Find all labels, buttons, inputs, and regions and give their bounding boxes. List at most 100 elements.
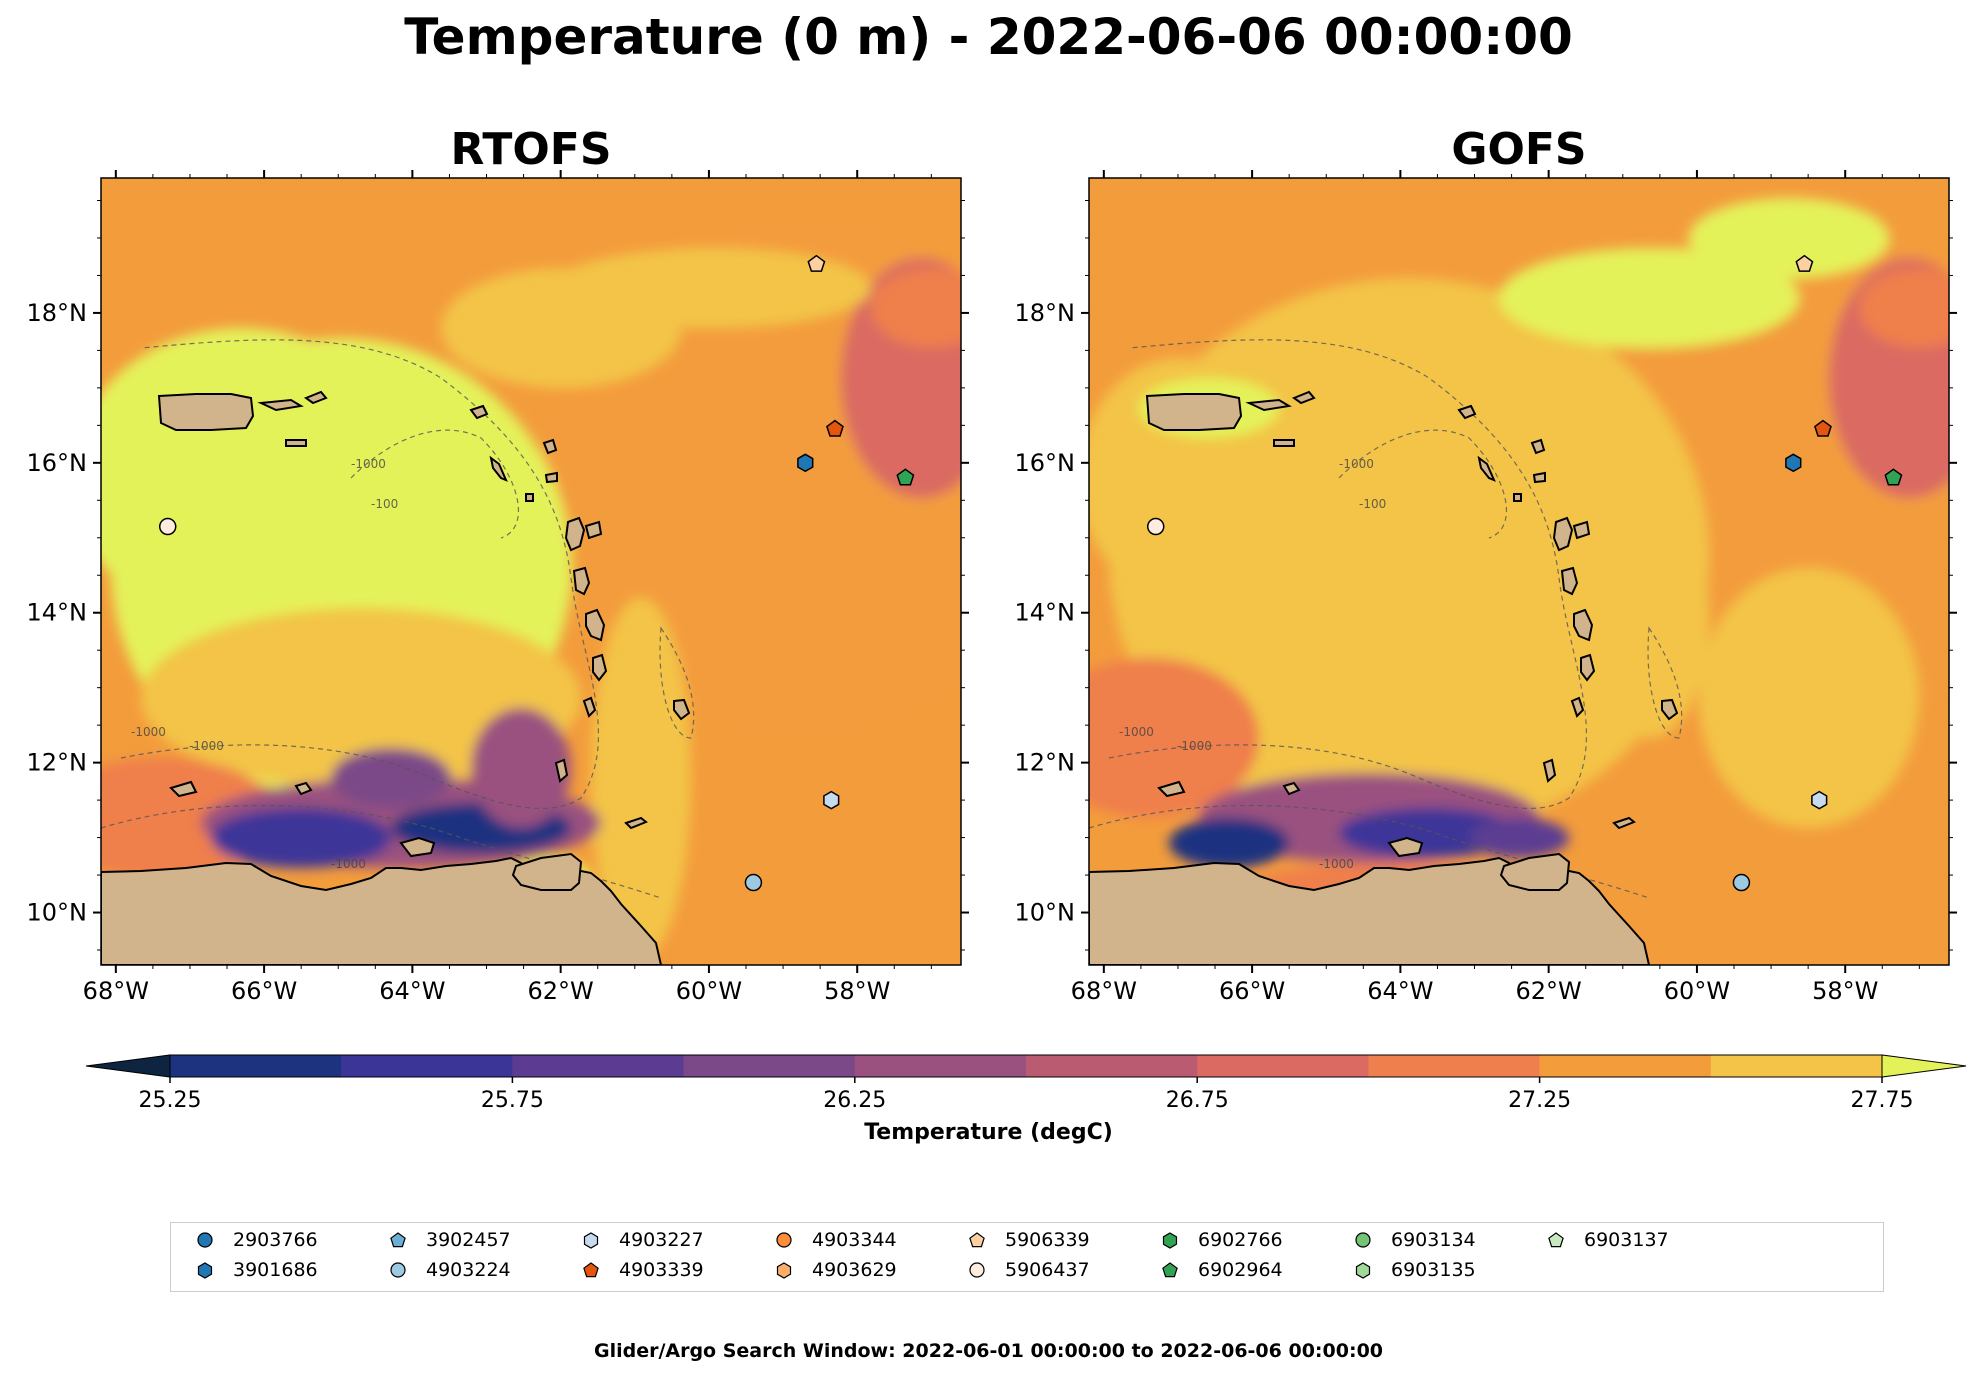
- lat-tick-label: 18°N: [1015, 299, 1076, 327]
- legend-label: 6903137: [1584, 1229, 1669, 1251]
- lon-tick-label: 64°W: [379, 977, 445, 1005]
- legend-marker-icon: [776, 1262, 792, 1279]
- colorbar: 25.25 25.75 26.25 26.75 27.25 27.75: [85, 1054, 1967, 1113]
- lon-tick-label: 68°W: [1071, 977, 1137, 1005]
- legend-marker-icon: [197, 1232, 213, 1248]
- legend-marker-icon: [583, 1232, 599, 1249]
- map-panel-rtofs: -1000 -1000 -1000 -100 -1000 68°W 66°W 64°W 62°W…: [27, 170, 969, 1005]
- float-marker-4903339: [826, 419, 844, 437]
- colorbar-segment: [1197, 1055, 1369, 1077]
- colorbar-label: Temperature (degC): [864, 1120, 1113, 1145]
- legend-marker-icon: [1162, 1262, 1178, 1278]
- map-frame: [1088, 177, 1950, 966]
- legend-item-4903224: 4903224: [388, 1259, 511, 1281]
- float-marker-3901686: [797, 453, 814, 473]
- lat-tick-label: 12°N: [1015, 749, 1076, 777]
- legend-item-5906437: 5906437: [967, 1259, 1090, 1281]
- float-marker-3901686: [1785, 453, 1802, 473]
- colorbar-tick-label: 27.75: [1851, 1088, 1914, 1113]
- legend-marker-icon: [197, 1262, 213, 1279]
- legend-label: 6902766: [1198, 1229, 1283, 1251]
- float-marker-4903227: [823, 790, 840, 810]
- lon-tick-label: 66°W: [231, 977, 297, 1005]
- float-marker-5906437: [158, 517, 177, 536]
- legend-label: 4903227: [619, 1229, 704, 1251]
- search-window-footer: Glider/Argo Search Window: 2022-06-01 00…: [593, 1340, 1384, 1362]
- legend-marker-icon: [1162, 1232, 1178, 1249]
- colorbar-tick-label: 26.25: [823, 1088, 886, 1113]
- legend-label: 6902964: [1198, 1259, 1283, 1281]
- float-marker-5906339: [807, 254, 826, 272]
- main-title: Temperature (0 m) - 2022-06-06 00:00:00: [404, 8, 1573, 66]
- lat-tick-label: 18°N: [27, 299, 88, 327]
- lon-tick-label: 60°W: [1664, 977, 1730, 1005]
- float-marker-4903227: [1811, 790, 1828, 810]
- float-marker-5906437: [1146, 517, 1165, 536]
- lat-tick-label: 10°N: [1015, 899, 1076, 927]
- colorbar-segment: [1026, 1055, 1198, 1077]
- legend-marker-icon: [390, 1262, 406, 1278]
- lon-tick-label: 62°W: [1516, 977, 1582, 1005]
- legend-label: 4903629: [812, 1259, 897, 1281]
- map-frame: [100, 177, 962, 966]
- colorbar-extend-low: [85, 1054, 171, 1078]
- legend-label: 2903766: [233, 1229, 318, 1251]
- lat-tick-label: 16°N: [27, 449, 88, 477]
- colorbar-segment: [341, 1055, 513, 1077]
- svg-text:-1000: -1000: [131, 725, 166, 739]
- lat-tick-label: 16°N: [1015, 449, 1076, 477]
- lat-tick-label: 14°N: [27, 599, 88, 627]
- legend-item-6902964: 6902964: [1160, 1259, 1283, 1281]
- float-legend: 2903766 3901686 3902457 4903224 4903227 49033…: [170, 1222, 1884, 1292]
- legend-item-4903227: 4903227: [581, 1229, 704, 1251]
- legend-item-3901686: 3901686: [195, 1259, 318, 1281]
- legend-label: 5906339: [1005, 1229, 1090, 1251]
- lon-tick-label: 68°W: [83, 977, 149, 1005]
- legend-label: 6903134: [1391, 1229, 1476, 1251]
- svg-text:-100: -100: [371, 497, 398, 511]
- svg-text:-1000: -1000: [351, 457, 386, 471]
- map-panel-gofs: -1000 -1000 -1000 -100 -1000 68°W 66°W 64°W 62°W…: [1015, 170, 1957, 1005]
- legend-item-5906339: 5906339: [967, 1229, 1090, 1251]
- float-marker-6902964: [1884, 468, 1903, 486]
- colorbar-segment: [1539, 1055, 1712, 1077]
- float-marker-6902964: [896, 468, 915, 486]
- lon-tick-label: 58°W: [1812, 977, 1878, 1005]
- lon-tick-label: 64°W: [1367, 977, 1433, 1005]
- colorbar-tick-label: 27.25: [1508, 1088, 1571, 1113]
- colorbar-tick-label: 26.75: [1166, 1088, 1229, 1113]
- colorbar-segment: [854, 1055, 1027, 1077]
- svg-text:-1000: -1000: [1177, 739, 1212, 753]
- svg-text:-1000: -1000: [189, 739, 224, 753]
- colorbar-tick-label: 25.75: [481, 1088, 544, 1113]
- legend-item-6903134: 6903134: [1353, 1229, 1476, 1251]
- float-marker-4903224: [1732, 873, 1751, 892]
- lon-tick-label: 58°W: [824, 977, 890, 1005]
- legend-marker-icon: [1548, 1232, 1564, 1248]
- temperature-field: -1000 -1000 -1000 -100 -1000: [101, 178, 961, 965]
- float-marker-4903224: [744, 873, 763, 892]
- svg-text:-1000: -1000: [1339, 457, 1374, 471]
- legend-item-6903137: 6903137: [1546, 1229, 1669, 1251]
- colorbar-segment: [683, 1055, 856, 1077]
- colorbar-segment: [512, 1055, 685, 1077]
- legend-label: 4903224: [426, 1259, 511, 1281]
- temperature-field: -1000 -1000 -1000 -100 -1000: [1089, 178, 1949, 965]
- lat-tick-label: 10°N: [27, 899, 88, 927]
- bathymetry-contours: -1000 -1000 -1000 -100 -1000: [101, 339, 695, 899]
- legend-item-4903339: 4903339: [581, 1259, 704, 1281]
- lat-tick-label: 12°N: [27, 749, 88, 777]
- legend-label: 3902457: [426, 1229, 511, 1251]
- legend-item-4903344: 4903344: [774, 1229, 897, 1251]
- svg-text:-1000: -1000: [1319, 857, 1354, 871]
- colorbar-segment: [170, 1055, 342, 1077]
- panel-title-rtofs: RTOFS: [450, 124, 612, 175]
- lon-tick-label: 66°W: [1219, 977, 1285, 1005]
- legend-item-4903629: 4903629: [774, 1259, 897, 1281]
- svg-text:-1000: -1000: [331, 857, 366, 871]
- legend-item-6903135: 6903135: [1353, 1259, 1476, 1281]
- float-marker-5906339: [1795, 254, 1814, 272]
- lon-tick-label: 60°W: [676, 977, 742, 1005]
- legend-marker-icon: [1355, 1232, 1371, 1248]
